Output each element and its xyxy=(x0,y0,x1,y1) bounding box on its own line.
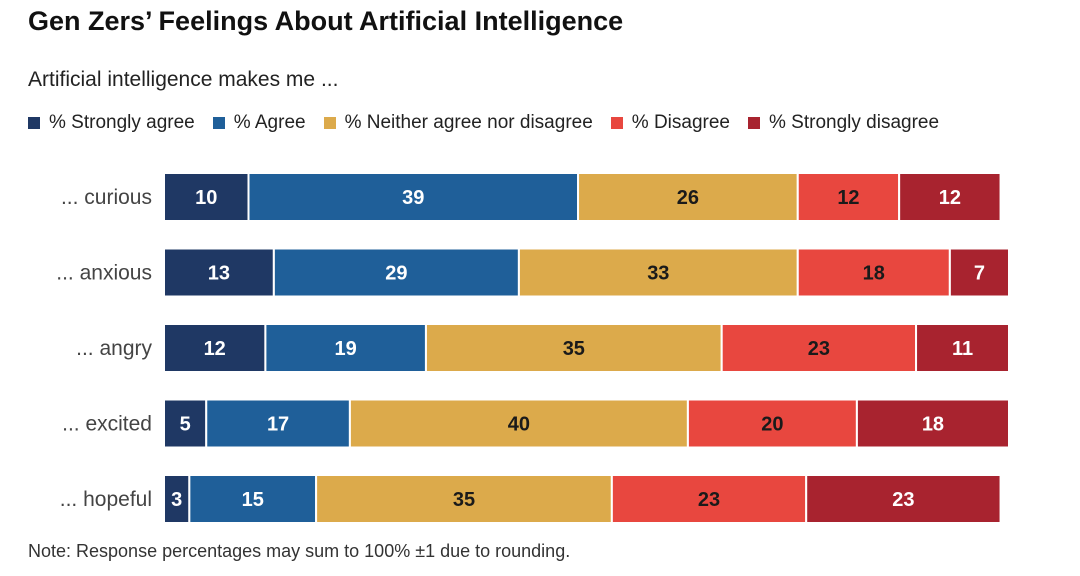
data-label: 12 xyxy=(939,187,961,209)
bar-segment xyxy=(163,247,275,298)
bar-segment xyxy=(272,247,520,298)
legend-swatch xyxy=(28,117,40,129)
bar-segment xyxy=(247,172,580,222)
legend-label: % Strongly agree xyxy=(49,112,195,133)
data-label: 23 xyxy=(808,338,830,360)
legend-label: % Agree xyxy=(233,112,306,133)
bar-segment xyxy=(948,247,1010,298)
data-label: 11 xyxy=(952,338,973,360)
data-label: 17 xyxy=(267,414,289,436)
bar-segment xyxy=(205,398,351,449)
bar-segment xyxy=(720,323,918,373)
data-label: 5 xyxy=(180,414,191,436)
chart-note: Note: Response percentages may sum to 10… xyxy=(28,541,571,561)
bar-segment xyxy=(517,247,799,298)
data-label: 15 xyxy=(242,489,264,511)
legend-item: % Strongly agree xyxy=(28,112,195,134)
data-label: 35 xyxy=(563,338,585,360)
data-label: 18 xyxy=(863,263,885,285)
legend-label: % Neither agree nor disagree xyxy=(344,112,593,133)
bar-segment xyxy=(188,474,318,524)
data-label: 7 xyxy=(974,263,985,285)
category-label: ... anxious xyxy=(56,262,152,285)
legend-item: % Neither agree nor disagree xyxy=(323,112,593,134)
chart-title: Gen Zers’ Feelings About Artificial Inte… xyxy=(28,6,624,36)
data-label: 13 xyxy=(208,263,230,285)
bar-segment xyxy=(348,398,689,449)
legend-swatch xyxy=(610,117,623,129)
category-label: ... curious xyxy=(61,186,152,209)
legend-label: % Disagree xyxy=(631,112,730,133)
legend-item: % Strongly disagree xyxy=(748,112,939,134)
legend-swatch xyxy=(212,117,225,129)
data-label: 39 xyxy=(402,187,424,209)
data-label: 29 xyxy=(385,263,407,285)
category-label: ... excited xyxy=(62,413,152,436)
bar-segment xyxy=(163,474,191,524)
chart-legend: % Strongly agree % Agree % Neither agree n… xyxy=(28,112,957,134)
data-label: 3 xyxy=(171,489,182,511)
legend-item: % Agree xyxy=(212,112,306,134)
data-label: 33 xyxy=(647,263,669,285)
data-label: 26 xyxy=(677,187,699,209)
legend-label: % Strongly disagree xyxy=(769,112,940,133)
data-label: 10 xyxy=(195,187,217,209)
bar-segment xyxy=(610,474,808,524)
data-label: 35 xyxy=(453,489,475,511)
data-label: 23 xyxy=(892,489,914,511)
bar-segment xyxy=(796,247,951,298)
bar-segment xyxy=(805,474,1002,524)
bar-segment xyxy=(855,398,1011,449)
bar-segment xyxy=(898,172,1002,222)
legend-swatch xyxy=(748,117,760,129)
chart-subtitle: Artificial intelligence makes me ... xyxy=(28,68,339,91)
data-label: 12 xyxy=(204,338,226,360)
data-label: 23 xyxy=(698,489,720,511)
legend-swatch xyxy=(323,117,336,129)
category-label: ... hopeful xyxy=(60,488,152,511)
data-label: 40 xyxy=(508,414,530,436)
data-label: 20 xyxy=(761,414,783,436)
data-label: 18 xyxy=(922,414,944,436)
data-label: 19 xyxy=(335,338,357,360)
legend-item: % Disagree xyxy=(610,112,730,134)
data-label: 12 xyxy=(837,187,859,209)
bar-segment xyxy=(915,323,1010,373)
bar-segment xyxy=(315,474,613,524)
category-label: ... angry xyxy=(76,337,152,360)
